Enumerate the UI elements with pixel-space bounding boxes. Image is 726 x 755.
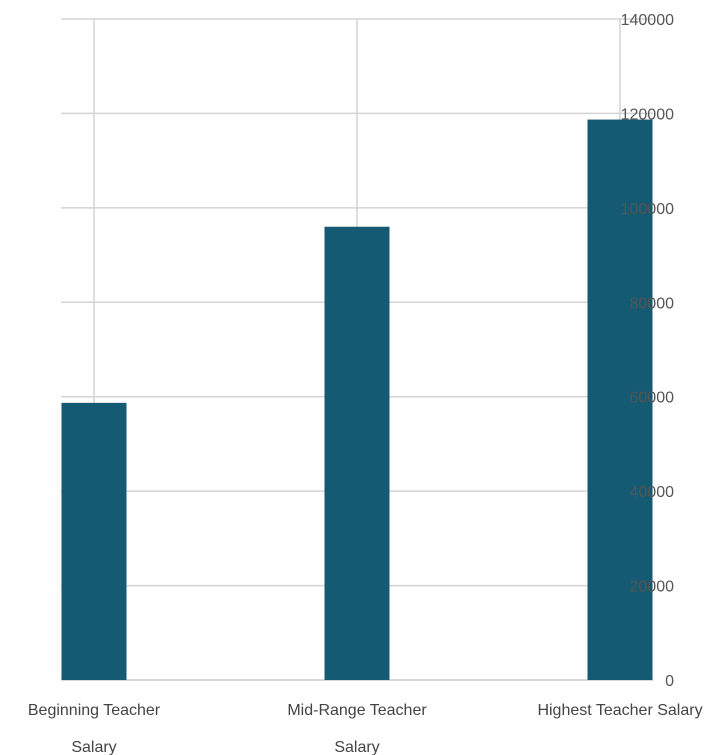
- x-tick-label: Beginning Teacher: [28, 702, 161, 719]
- bars: [61, 119, 653, 681]
- y-tick-label: 0: [665, 673, 674, 690]
- y-tick-label: 20000: [630, 579, 675, 596]
- y-tick-label: 40000: [630, 484, 675, 501]
- y-axis-ticks: 0 20000 40000 60000 80000 100000 120000 140000: [621, 12, 674, 690]
- x-tick-label: Mid-Range Teacher: [287, 702, 427, 719]
- bar-1: [324, 226, 390, 680]
- y-tick-label: 120000: [621, 106, 674, 123]
- y-tick-label: 60000: [630, 390, 675, 407]
- bar-2: [587, 119, 653, 681]
- y-tick-label: 140000: [621, 12, 674, 29]
- y-tick-label: 100000: [621, 201, 674, 218]
- bar-0: [61, 402, 127, 680]
- y-tick-label: 80000: [630, 295, 675, 312]
- x-tick-label: Highest Teacher Salary: [537, 702, 702, 719]
- x-tick-label: Salary: [71, 739, 116, 755]
- x-axis-labels: Beginning Teacher Salary Mid-Range Teacher…: [28, 702, 703, 755]
- x-tick-label: Salary: [334, 739, 379, 755]
